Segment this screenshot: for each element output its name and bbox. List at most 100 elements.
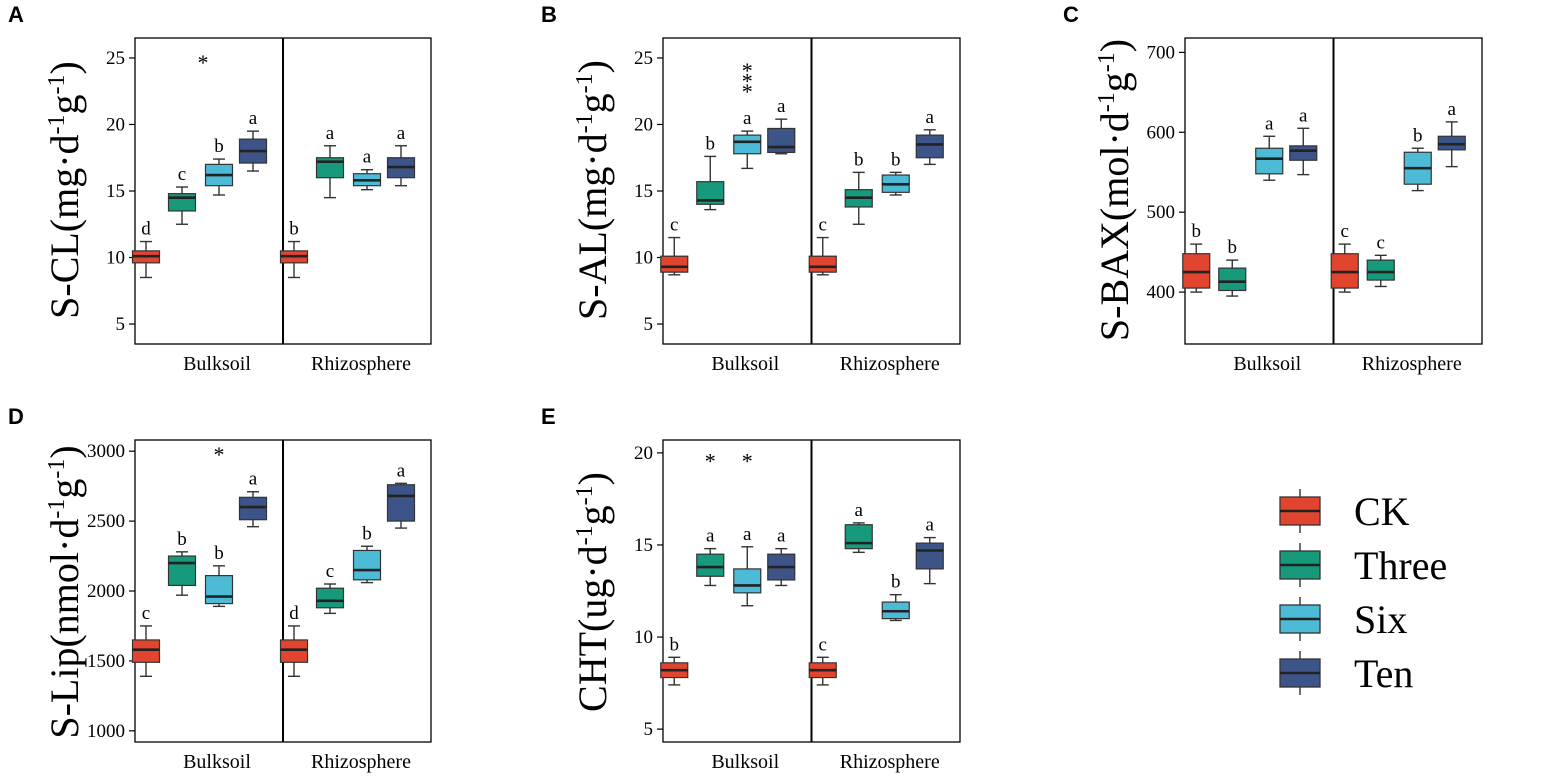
box-six: a (733, 108, 762, 170)
box-six: b (881, 572, 910, 622)
y-axis-label-close: ) (1092, 39, 1137, 52)
significance-letter: a (855, 500, 864, 521)
y-axis-label-unit: g (1092, 72, 1137, 92)
significance-letter: a (777, 526, 786, 547)
y-axis-label-unit: g (42, 479, 87, 499)
box-ck: d (279, 603, 309, 677)
category-label: Rhizosphere (840, 751, 940, 773)
y-tick-label: 700 (1147, 42, 1176, 63)
box-three: b (844, 149, 873, 225)
significance-letter: c (178, 164, 186, 185)
significance-letter: a (926, 515, 935, 536)
box-ten: a (767, 96, 796, 155)
panel-letter: C (1063, 2, 1079, 27)
significance-star: * (742, 449, 753, 474)
box-body (733, 134, 762, 155)
y-axis-label-exp: -1 (44, 114, 70, 134)
box-three: a (696, 526, 725, 587)
significance-letter: b (891, 572, 901, 593)
significance-letter: a (326, 123, 335, 144)
box-three: c (1366, 232, 1395, 288)
y-axis-label-close: ) (42, 61, 87, 74)
y-axis-label-unit: g (570, 505, 615, 525)
y-axis-label-exp: -1 (572, 73, 598, 93)
y-axis-label-base: S-BAX(mol·d (1092, 112, 1137, 341)
significance-letter: a (743, 524, 752, 545)
box-body (315, 587, 345, 609)
significance-letter: b (1192, 221, 1202, 242)
y-axis-label-exp: -1 (44, 499, 70, 519)
significance-letter: b (362, 523, 372, 544)
box-body (131, 639, 161, 663)
legend-item-ck: CK (1279, 489, 1410, 534)
box-ck: b (279, 219, 309, 279)
y-tick-label: 20 (106, 114, 125, 135)
y-axis-label-base: S-Lip(nmol·d (42, 519, 87, 739)
box-ten: a (386, 460, 416, 529)
y-axis-label-exp: -1 (572, 113, 598, 133)
box-ten: a (767, 526, 796, 587)
y-tick-label: 400 (1147, 282, 1176, 303)
significance-letter: b (854, 149, 864, 170)
category-label: Rhizosphere (311, 353, 411, 375)
y-axis-label-base: S-CL(mg·d (42, 134, 87, 318)
significance-letter: b (289, 219, 299, 240)
box-body (808, 255, 837, 273)
panel-letter: A (8, 2, 24, 27)
y-axis-label-exp: -1 (1094, 92, 1120, 112)
significance-letter: a (777, 96, 786, 117)
category-label: Rhizosphere (840, 353, 940, 375)
y-tick-label: 20 (634, 114, 653, 135)
legend-label: Six (1354, 597, 1407, 642)
y-tick-label: 5 (116, 314, 126, 335)
box-body (167, 193, 197, 212)
box-body (279, 639, 309, 663)
significance-star: * (705, 449, 716, 474)
significance-letter: b (1228, 237, 1238, 258)
significance-letter: a (1299, 105, 1308, 126)
box-body (1366, 259, 1395, 281)
legend-item-three: Three (1279, 543, 1447, 588)
box-ck: c (660, 215, 689, 276)
box-ten: a (238, 469, 268, 528)
category-label: Rhizosphere (311, 751, 411, 773)
significance-letter: c (326, 561, 334, 582)
significance-letter: a (926, 107, 935, 128)
box-body (352, 549, 382, 581)
box-ten: a (915, 107, 944, 166)
box-three: b (167, 529, 197, 596)
y-axis-label: S-CL(mg·d-1g-1) (42, 61, 87, 319)
y-tick-label: 1500 (87, 651, 125, 672)
panel-d: D10001500200025003000S-Lip(nmol·d-1g-1)B… (8, 404, 432, 773)
box-ck: c (1330, 221, 1359, 293)
y-tick-label: 20 (634, 443, 653, 464)
y-axis-label: S-AL(mg·d-1g-1) (570, 60, 615, 320)
y-tick-label: 25 (106, 48, 125, 69)
category-label: Bulksoil (1233, 353, 1301, 375)
legend-label: Three (1354, 543, 1447, 588)
significance-star: * (742, 69, 753, 94)
legend-label: Ten (1354, 651, 1413, 696)
y-axis-label-exp: -1 (572, 525, 598, 545)
box-six: b (881, 149, 910, 196)
legend-item-six: Six (1279, 597, 1407, 642)
significance-letter: a (1265, 113, 1274, 134)
box-ten: a (238, 108, 268, 172)
significance-letter: a (363, 147, 372, 168)
significance-letter: a (1448, 99, 1457, 120)
box-body (1218, 267, 1247, 292)
significance-letter: d (141, 219, 151, 240)
significance-letter: c (670, 215, 678, 236)
significance-letter: b (214, 136, 224, 157)
significance-star: * (742, 58, 753, 83)
box-body (386, 484, 416, 522)
box-ten: a (915, 515, 944, 585)
significance-letter: c (1341, 221, 1349, 242)
legend-label: CK (1354, 489, 1410, 534)
y-tick-label: 10 (106, 248, 125, 269)
significance-letter: b (891, 149, 901, 170)
box-six: b (204, 136, 234, 196)
